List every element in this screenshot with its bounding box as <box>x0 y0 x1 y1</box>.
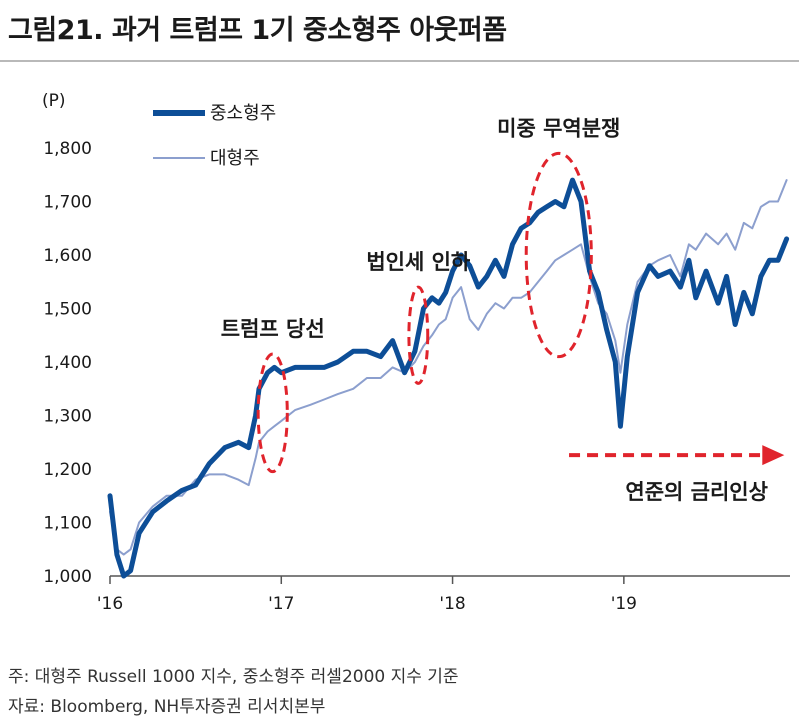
series-line-small-cap <box>107 177 790 579</box>
legend: 중소형주 대형주 <box>153 103 276 169</box>
legend-label-large-cap: 대형주 <box>210 148 260 169</box>
annotation-label: 연준의 금리인상 <box>625 480 768 504</box>
series-line-large-cap <box>109 179 788 556</box>
annotation-ellipse <box>524 151 593 359</box>
y-tick-label: 1,800 <box>43 139 92 159</box>
annotation-label: 트럼프 당선 <box>221 317 325 341</box>
annotation-ellipse <box>407 285 430 385</box>
annotation-arrowhead <box>762 445 785 466</box>
x-tick-label: '19 <box>611 594 637 614</box>
x-tick-label: '16 <box>97 594 123 614</box>
y-tick-label: 1,600 <box>43 246 92 266</box>
annotation-label: 미중 무역분쟁 <box>497 116 620 140</box>
x-tick-label: '18 <box>439 594 465 614</box>
y-tick-label: 1,200 <box>43 460 92 480</box>
y-tick-label: 1,400 <box>43 353 92 373</box>
annotation-ellipse <box>256 352 289 474</box>
y-tick-label: 1,700 <box>43 193 92 213</box>
y-tick-label: 1,500 <box>43 300 92 320</box>
annotation-label: 법인세 인하 <box>366 250 471 274</box>
x-tick-label: '17 <box>268 594 294 614</box>
figure-title: 그림21. 과거 트럼프 1기 중소형주 아웃퍼폼 <box>8 15 507 46</box>
chart-footnote: 주: 대형주 Russell 1000 지수, 중소형주 러셀2000 지수 기… <box>8 667 459 687</box>
line-chart: (P) 1,0001,1001,2001,3001,4001,5001,6001… <box>42 91 790 614</box>
legend-label-small-cap: 중소형주 <box>210 103 276 124</box>
y-tick-label: 1,100 <box>43 514 92 534</box>
title-divider <box>0 60 799 62</box>
chart-source: 자료: Bloomberg, NH투자증권 리서치본부 <box>8 697 326 717</box>
y-tick-label: 1,000 <box>43 567 92 587</box>
x-axis: '16 '17 '18 '19 <box>97 576 637 614</box>
y-axis-unit-label: (P) <box>42 91 66 111</box>
y-axis: 1,000 1,100 1,200 1,300 1,400 1,500 1,600 1,700… <box>43 139 92 587</box>
series-layer <box>107 177 790 579</box>
y-tick-label: 1,300 <box>43 407 92 427</box>
